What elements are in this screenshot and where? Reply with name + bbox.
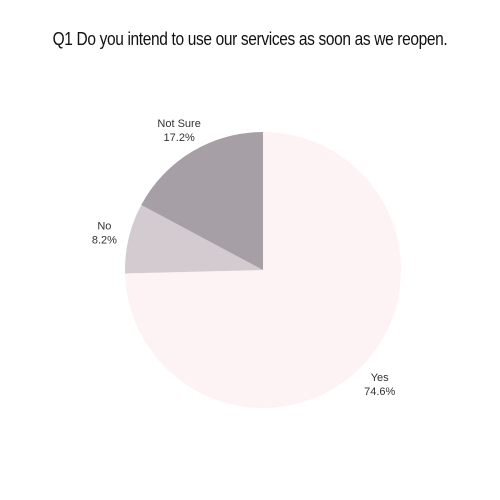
pie-slices bbox=[124, 132, 401, 408]
slice-value-not-sure: 17.2% bbox=[164, 132, 195, 144]
slice-value-yes: 74.6% bbox=[364, 386, 395, 398]
pie-slice-no bbox=[124, 205, 263, 274]
chart-title: Q1 Do you intend to use our services as … bbox=[52, 29, 448, 49]
pie-slice-not-sure bbox=[141, 132, 263, 270]
slice-value-no: 8.2% bbox=[92, 234, 117, 246]
slice-label-not-sure: Not Sure bbox=[157, 118, 200, 130]
slice-label-yes: Yes bbox=[371, 372, 389, 384]
pie-labels: Yes 74.6% No 8.2% Not Sure 17.2% bbox=[92, 118, 396, 398]
pie-slice-yes bbox=[125, 132, 401, 408]
slice-label-no: No bbox=[97, 220, 111, 232]
